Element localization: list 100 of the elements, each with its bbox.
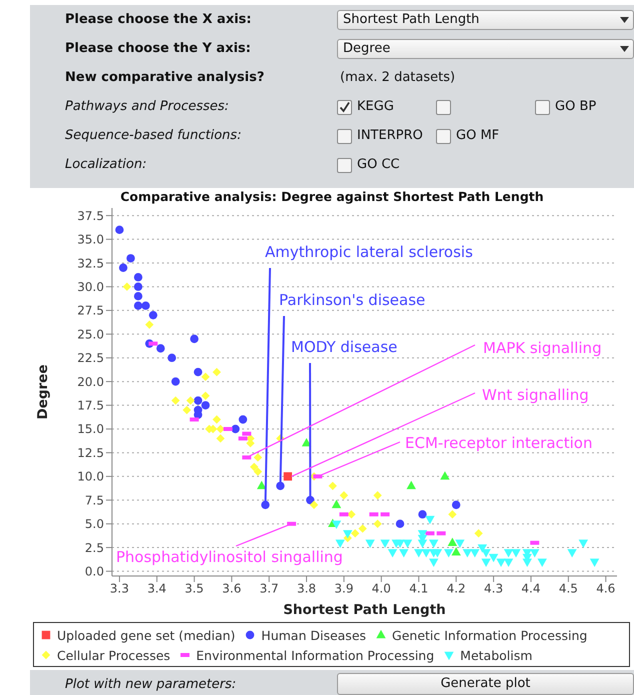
point: [212, 415, 221, 424]
x-tick-label: 3.7: [260, 582, 279, 596]
point: [358, 524, 367, 533]
point: [201, 401, 210, 410]
annotation: Parkinson's disease: [279, 291, 426, 309]
point: [504, 558, 514, 567]
point: [186, 396, 195, 405]
point: [171, 396, 180, 405]
point: [406, 480, 416, 490]
text: Sequence-based functions:: [65, 128, 242, 144]
annotation: Wnt signalling: [482, 386, 589, 404]
point: [373, 491, 382, 500]
legend-label: Uploaded gene set (median): [57, 628, 236, 642]
chart-title: Comparative analysis: Degree against Shortest Path Length: [119, 189, 545, 204]
text: Shortest Path Length: [343, 12, 480, 28]
point: [332, 500, 342, 508]
text: GO CC: [357, 157, 400, 173]
text: KEGG: [357, 99, 394, 115]
y-tick-label: 7.5: [84, 493, 104, 508]
y-tick-label: 10.0: [77, 470, 104, 484]
y-tick-label: 37.5: [77, 208, 104, 223]
y-tick-label: 0.0: [84, 564, 104, 579]
x-tick-label: 4.3: [484, 582, 504, 596]
point: [373, 520, 382, 528]
point: [302, 438, 312, 446]
point: [470, 549, 480, 558]
point: [328, 482, 337, 490]
point: [474, 529, 483, 538]
text: GO BP: [555, 99, 596, 115]
point: [522, 558, 532, 567]
x-tick-label: 4.5: [558, 582, 578, 596]
point: [134, 273, 142, 282]
point: [134, 292, 142, 300]
annotation: MODY disease: [291, 338, 398, 356]
y-tick-label: 15.0: [77, 422, 104, 436]
point: [194, 368, 202, 376]
text: New comparative analysis?: [65, 70, 264, 86]
x-tick-label: 3.5: [184, 582, 204, 596]
point: [134, 301, 142, 310]
y-axis-title: Degree: [34, 364, 51, 420]
x-tick-label: 4.6: [596, 582, 616, 596]
point: [380, 540, 390, 548]
x-tick-label: 3.9: [334, 582, 354, 596]
text: Pathways and Processes:: [65, 99, 229, 115]
x-axis-title: Shortest Path Length: [283, 602, 446, 618]
text: Localization:: [65, 157, 147, 173]
x-tick-label: 3.4: [147, 582, 166, 596]
point: [194, 396, 202, 405]
x-tick-label: 4.4: [521, 582, 541, 596]
point: [537, 558, 547, 567]
point: [511, 549, 521, 558]
point: [126, 254, 135, 262]
point: [488, 554, 498, 562]
point: [171, 377, 180, 386]
point: [190, 334, 198, 344]
y-tick-label: 32.5: [77, 256, 104, 270]
point: [444, 549, 454, 558]
point: [256, 480, 266, 490]
x-tick-label: 3.6: [222, 582, 242, 596]
y-tick-label: 35.0: [77, 232, 104, 247]
point: [254, 453, 262, 462]
point: [310, 500, 318, 510]
point: [340, 491, 348, 500]
point: [396, 520, 404, 528]
y-tick-label: 20.0: [77, 374, 104, 389]
point: [365, 540, 375, 548]
annotation: MAPK signalling: [483, 339, 602, 357]
point: [332, 520, 342, 530]
x-tick-label: 3.3: [110, 582, 130, 596]
y-tick-label: 17.5: [77, 398, 104, 413]
point: [254, 467, 262, 476]
point: [455, 540, 465, 548]
point: [429, 540, 438, 548]
point: [156, 344, 165, 353]
y-tick-label: 27.5: [77, 304, 104, 318]
point: [347, 510, 356, 519]
y-tick-label: 30.0: [77, 280, 104, 294]
y-tick-label: 5.0: [84, 517, 104, 532]
legend-label: Environmental Information Processing: [196, 648, 434, 662]
point: [134, 282, 142, 291]
legend-label: Metabolism: [460, 648, 532, 662]
point: [168, 354, 176, 362]
point: [141, 301, 150, 310]
point: [590, 558, 600, 567]
legend-label: Human Diseases: [261, 628, 366, 642]
point: [567, 549, 577, 558]
x-tick-label: 4.0: [372, 582, 391, 596]
point: [182, 406, 192, 414]
point: [504, 549, 514, 558]
point: [388, 549, 398, 558]
text: Degree: [343, 41, 390, 57]
text: INTERPRO: [357, 128, 423, 144]
legend-label: Cellular Processes: [57, 648, 170, 662]
point: [122, 282, 132, 291]
annotation: Phosphatidylinositol singalling: [116, 548, 343, 566]
point: [342, 530, 352, 539]
text: Please choose the Y axis:: [65, 41, 251, 57]
point: [425, 516, 435, 524]
point: [418, 510, 427, 519]
text: Please choose the X axis:: [65, 12, 252, 28]
